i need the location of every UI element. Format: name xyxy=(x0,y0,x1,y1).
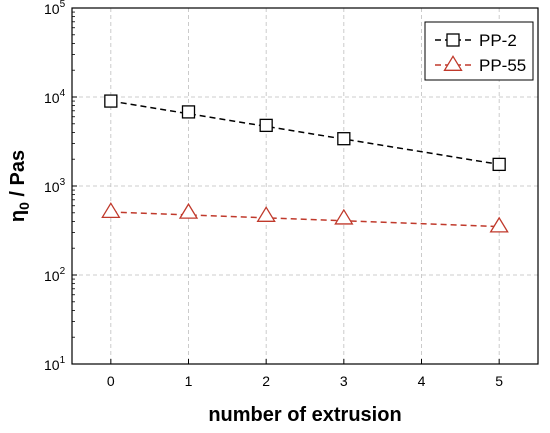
y-tick-label-base: 10 xyxy=(44,357,60,373)
series-pp-55 xyxy=(101,202,509,233)
y-tick-label-base: 10 xyxy=(44,268,60,284)
legend-entries: PP-2 PP-55 xyxy=(435,31,526,75)
data-point xyxy=(489,216,509,233)
x-tick-label: 5 xyxy=(495,373,503,389)
legend-marker xyxy=(443,55,463,71)
y-axis-title: η0 / Pas xyxy=(7,150,32,222)
y-axis-title-subscript: 0 xyxy=(16,202,32,210)
data-point xyxy=(337,132,351,146)
x-tick-label: 1 xyxy=(185,373,193,389)
legend: PP-2 PP-55 xyxy=(424,21,534,81)
x-tick-label: 0 xyxy=(107,373,115,389)
x-axis-title-text: number of extrusion xyxy=(208,404,401,426)
y-tick-label-exponent: 3 xyxy=(60,177,66,188)
y-tick-label: 104 xyxy=(44,88,66,106)
data-point xyxy=(256,206,276,222)
y-tick-label-exponent: 4 xyxy=(60,88,66,99)
y-tick-label-base: 10 xyxy=(44,90,60,106)
legend-box xyxy=(424,21,534,81)
x-tick-label: 3 xyxy=(340,373,348,389)
y-axis-title-text: η0 / Pas xyxy=(7,150,32,222)
series-line xyxy=(110,211,500,228)
y-tick-label: 105 xyxy=(44,0,66,17)
data-point xyxy=(178,202,199,219)
y-tick-label-base: 10 xyxy=(44,1,60,17)
data-point xyxy=(492,157,506,172)
y-tick-label-exponent: 2 xyxy=(60,266,66,277)
legend-entry: PP-55 xyxy=(435,55,526,75)
series-layer xyxy=(101,94,509,233)
data-point xyxy=(259,118,273,133)
series-pp-2 xyxy=(104,94,506,172)
y-tick-label-exponent: 1 xyxy=(60,355,66,366)
y-tick-label: 101 xyxy=(44,355,66,373)
data-point xyxy=(104,94,118,108)
y-axis-title-symbol: η xyxy=(7,210,29,222)
y-tick-label-base: 10 xyxy=(44,179,60,195)
y-tick-label-exponent: 5 xyxy=(60,0,66,10)
legend-label: PP-55 xyxy=(479,56,526,75)
x-tick-label: 4 xyxy=(418,373,426,389)
data-point xyxy=(334,208,354,225)
series-line xyxy=(110,100,500,166)
y-axis-title-unit: / Pas xyxy=(7,150,29,202)
x-tick-label: 2 xyxy=(262,373,270,389)
data-point xyxy=(181,105,196,119)
legend-entry: PP-2 xyxy=(435,31,517,50)
data-point xyxy=(101,202,121,218)
legend-label: PP-2 xyxy=(479,31,517,50)
x-axis-title: number of extrusion xyxy=(208,404,401,426)
legend-marker xyxy=(446,33,460,47)
y-tick-label: 103 xyxy=(44,177,66,195)
y-tick-label: 102 xyxy=(44,266,66,284)
